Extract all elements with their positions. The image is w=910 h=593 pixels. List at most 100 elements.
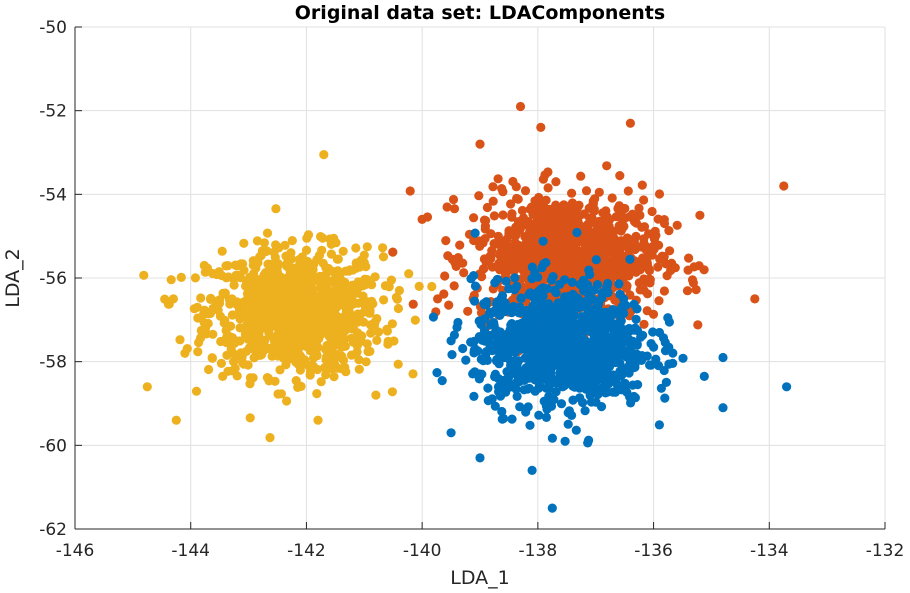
data-point <box>543 183 553 193</box>
data-point <box>314 250 325 260</box>
data-point <box>585 269 595 280</box>
data-point <box>539 259 549 269</box>
data-point <box>305 360 315 370</box>
data-point <box>346 350 357 360</box>
y-axis-label: LDA_2 <box>2 248 24 307</box>
data-point <box>558 362 568 372</box>
data-point <box>242 294 252 305</box>
data-point <box>627 209 638 219</box>
data-point <box>538 247 549 257</box>
data-point <box>194 337 204 348</box>
data-point <box>469 271 479 281</box>
data-point <box>644 274 654 284</box>
data-point <box>620 203 630 214</box>
x-tick-label: -146 <box>56 541 95 561</box>
data-point <box>567 188 577 198</box>
data-point <box>488 196 498 206</box>
data-point <box>576 171 586 181</box>
data-point <box>363 346 373 357</box>
data-point <box>492 274 503 284</box>
data-point <box>171 415 181 425</box>
data-point <box>323 357 333 367</box>
data-point <box>199 318 209 328</box>
data-point <box>750 294 760 304</box>
data-point <box>624 368 634 378</box>
data-point <box>554 212 564 222</box>
data-point <box>470 228 480 238</box>
data-point <box>347 312 357 322</box>
series-cluster-1 <box>428 227 792 513</box>
data-point <box>718 352 728 363</box>
data-point <box>642 306 652 316</box>
data-point <box>369 320 380 330</box>
data-point <box>663 313 673 323</box>
data-point <box>570 258 580 268</box>
data-point <box>498 210 508 220</box>
data-point <box>356 255 366 265</box>
data-point <box>596 364 606 374</box>
data-point <box>459 268 469 278</box>
data-point <box>538 236 548 246</box>
data-point <box>220 288 230 298</box>
data-point <box>221 334 231 344</box>
data-point <box>191 386 202 396</box>
data-point <box>591 397 601 407</box>
data-point <box>544 299 554 309</box>
data-point <box>486 250 496 260</box>
data-point <box>550 235 560 245</box>
data-point <box>639 195 649 205</box>
data-point <box>682 286 693 296</box>
data-point <box>602 258 613 268</box>
data-point <box>262 373 272 383</box>
data-point <box>281 251 291 261</box>
data-point <box>316 290 326 300</box>
data-point <box>491 356 502 366</box>
data-point <box>542 284 552 294</box>
data-point <box>461 355 471 365</box>
data-point <box>577 312 587 322</box>
data-point <box>637 180 647 190</box>
data-point <box>517 205 528 216</box>
data-point <box>477 272 487 282</box>
data-point <box>339 288 349 298</box>
data-point <box>442 202 452 212</box>
data-point <box>672 220 682 230</box>
data-point <box>574 200 584 210</box>
data-point <box>367 280 377 290</box>
data-point <box>332 350 342 360</box>
data-point <box>320 344 331 354</box>
data-point <box>527 465 537 475</box>
data-point <box>236 259 246 269</box>
data-point <box>256 348 266 358</box>
data-point <box>659 286 670 296</box>
data-point <box>594 187 604 197</box>
data-point <box>300 282 310 293</box>
data-point <box>634 278 644 288</box>
data-point <box>533 272 543 282</box>
data-point <box>659 252 669 262</box>
data-point <box>274 287 284 297</box>
data-point <box>199 260 209 271</box>
data-point <box>575 247 586 257</box>
data-point <box>441 236 451 246</box>
y-tick-label: -54 <box>39 185 67 205</box>
data-point <box>694 261 704 271</box>
data-point <box>481 257 491 267</box>
data-point <box>495 237 505 247</box>
data-point <box>259 238 269 248</box>
data-point <box>481 299 491 310</box>
data-point <box>537 371 547 382</box>
data-point <box>350 286 360 296</box>
data-point <box>291 336 302 346</box>
data-point <box>591 264 602 274</box>
data-point <box>273 258 283 269</box>
data-point <box>615 289 625 299</box>
data-point <box>245 334 255 345</box>
data-point <box>557 328 567 338</box>
data-point <box>289 289 299 299</box>
data-point <box>629 244 639 254</box>
data-point <box>594 374 604 384</box>
data-point <box>295 274 305 284</box>
data-point <box>520 232 530 242</box>
data-point <box>318 233 328 243</box>
